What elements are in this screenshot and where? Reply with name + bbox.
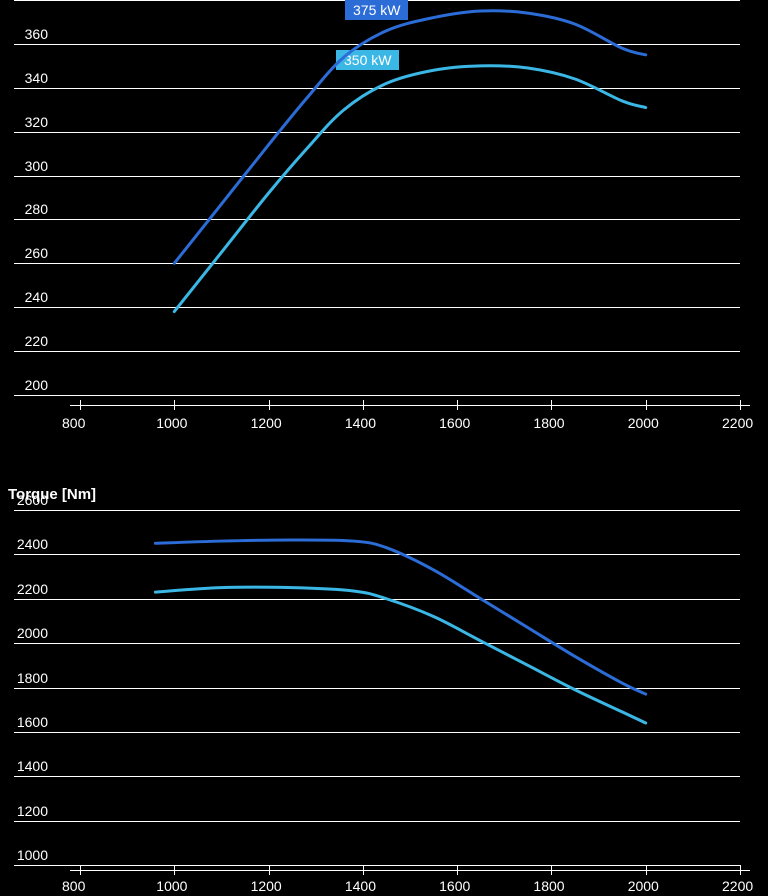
torque-chart-series-line — [155, 540, 645, 694]
torque-chart-plot — [0, 0, 768, 896]
